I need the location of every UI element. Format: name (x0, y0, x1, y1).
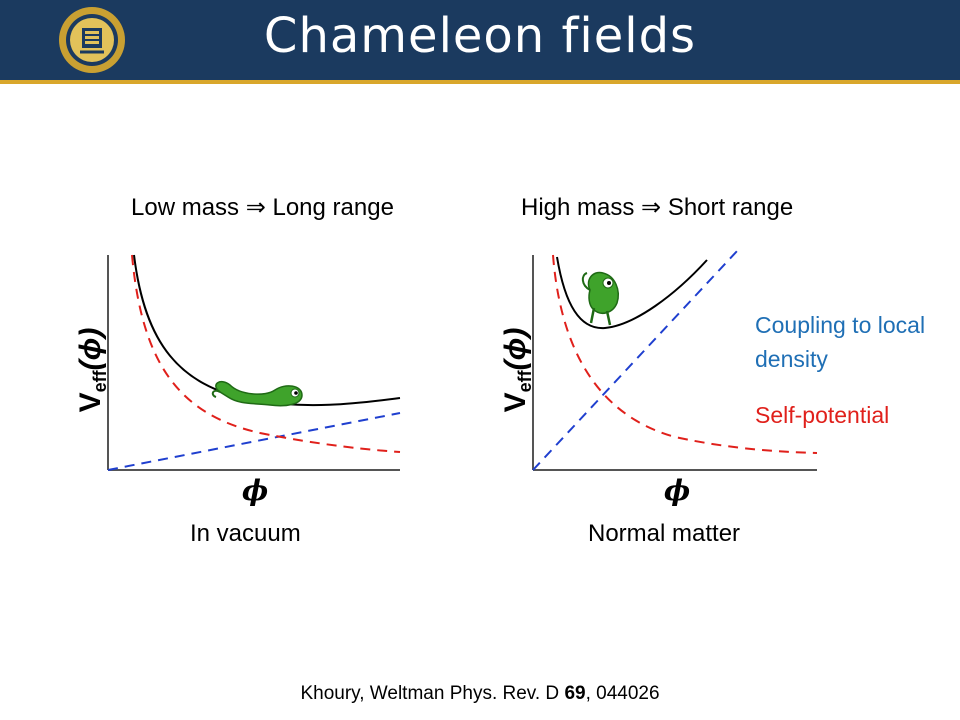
matter-potential-plot: Veff(ϕ) ϕ (499, 249, 818, 507)
panel-left-heading: Low mass ⇒ Long range (131, 194, 394, 221)
self-potential-curve (131, 254, 401, 453)
chameleon-icon (211, 380, 303, 407)
coupling-curve (107, 412, 401, 471)
total-potential-curve (556, 256, 708, 330)
self-potential-curve (552, 254, 818, 454)
coupling-legend-label: Coupling to local density (755, 312, 926, 372)
citation: Khoury, Weltman Phys. Rev. D 69, 044026 (0, 683, 960, 705)
panel-right-caption: Normal matter (588, 520, 741, 547)
citation-volume: 69 (564, 683, 586, 704)
x-axis-label: ϕ (242, 474, 268, 507)
panel-left-caption: In vacuum (190, 520, 301, 547)
vacuum-potential-plot: Veff(ϕ) ϕ (74, 254, 401, 507)
y-axis-label: Veff(ϕ) (499, 328, 535, 413)
chameleon-icon (581, 271, 619, 326)
slide-header: Chameleon fields (0, 0, 960, 84)
x-axis-label: ϕ (664, 474, 690, 507)
slide-title: Chameleon fields (263, 8, 697, 64)
citation-prefix: Khoury, Weltman Phys. Rev. D (300, 683, 565, 704)
university-seal-icon (59, 7, 125, 73)
panel-right-heading: High mass ⇒ Short range (521, 194, 794, 221)
citation-suffix: , 044026 (585, 683, 660, 704)
y-axis-label: Veff(ϕ) (74, 328, 110, 413)
self-potential-legend-label: Self-potential (755, 402, 890, 428)
